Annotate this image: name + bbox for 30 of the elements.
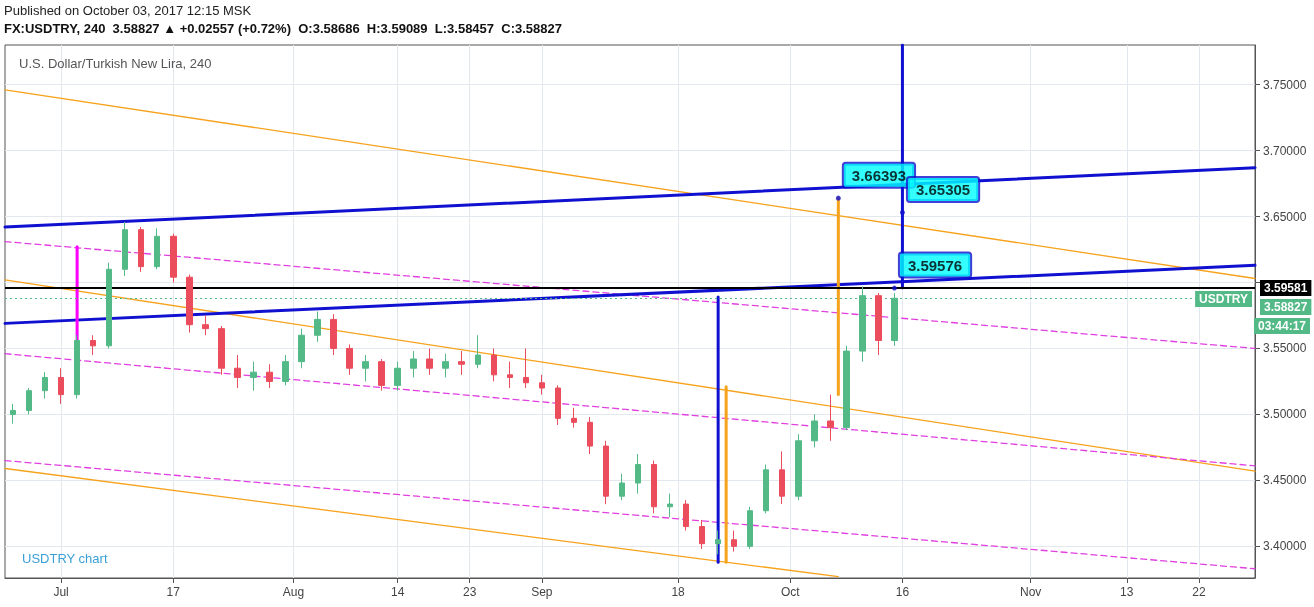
x-tick-label: 22	[1192, 585, 1206, 599]
x-tick-label: 17	[166, 585, 181, 599]
ref-line-label: 3.59581	[1264, 281, 1308, 295]
y-tick-label: 3.40000	[1263, 539, 1307, 554]
annotation: 3.59576	[907, 256, 963, 274]
x-tick-label: 14	[390, 585, 405, 599]
annotation: 3.65305	[915, 180, 971, 198]
x-tick-label: Jul	[53, 585, 69, 599]
y-tick-label: 3.55000	[1263, 341, 1307, 356]
y-tick-label: 3.70000	[1263, 143, 1307, 158]
text: Published on October 03, 2017 12:15 MSK	[4, 3, 252, 18]
x-tick-label: Sep	[531, 585, 553, 599]
text: U.S. Dollar/Turkish New Lira, 240	[19, 56, 212, 71]
y-tick-label: 3.65000	[1263, 209, 1307, 224]
ref-line-label: 3.58827	[1264, 299, 1308, 314]
annotation: USDTRY chart	[22, 551, 108, 566]
annotation: USDTRY	[1199, 292, 1248, 306]
x-tick-label: Oct	[780, 585, 801, 599]
x-tick-label: 18	[671, 585, 686, 599]
chart-subtitle: FX:USDTRY, 240 3.58827 ▲ +0.02557 (+0.72%) O:3.58686 H:3.59089 L:3.58457 C:3.58827	[4, 21, 562, 36]
y-tick-label: 3.75000	[1263, 77, 1307, 92]
x-tick-label: Nov	[1019, 585, 1042, 599]
x-tick-label: Aug	[282, 585, 305, 599]
annotation: 3.66393	[851, 166, 907, 184]
y-tick-label: 3.50000	[1263, 407, 1307, 422]
x-tick-label: 16	[895, 585, 910, 599]
x-tick-label: 23	[463, 585, 477, 599]
x-tick-label: 13	[1120, 585, 1134, 599]
text: 03:44:17	[1257, 319, 1307, 333]
y-tick-label: 3.45000	[1263, 473, 1307, 488]
